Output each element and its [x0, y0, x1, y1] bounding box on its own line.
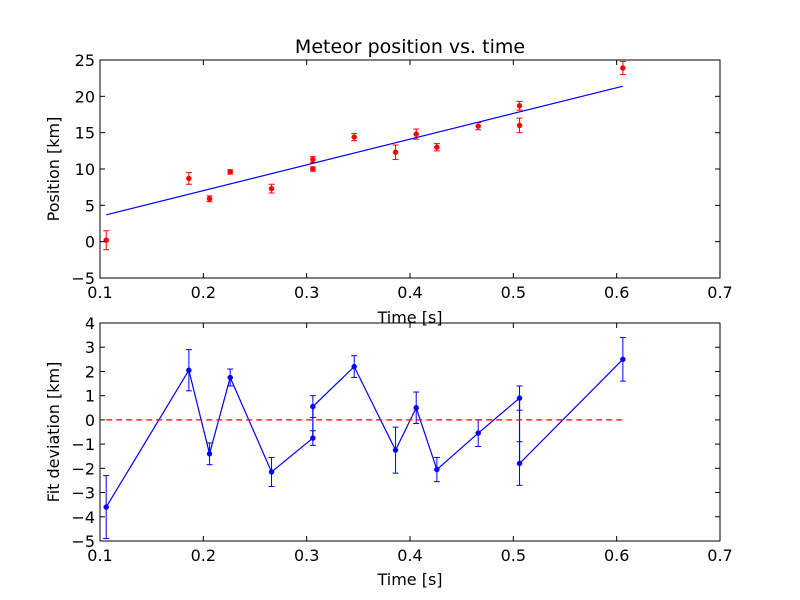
data-point	[268, 185, 275, 192]
data-point	[413, 405, 419, 411]
deviation-y-tick-label: 3	[85, 338, 95, 357]
data-point	[310, 156, 316, 163]
deviation-y-tick-label: −2	[71, 459, 95, 478]
deviation-axes-ticks: 0.1 0.2 0.3 0.4 0.5 0.6 0.7 −5 −4 −3 −2 −1 0 1 2 3 4	[71, 314, 732, 565]
chart-title: Meteor position vs. time	[295, 36, 525, 58]
position-x-tick-label: 0.7	[707, 283, 732, 302]
data-point	[475, 123, 481, 129]
data-point	[516, 460, 523, 467]
position-x-tick-label: 0.6	[604, 283, 629, 302]
position-y-tick-label: −5	[71, 269, 95, 288]
data-point	[227, 169, 233, 175]
data-point	[310, 403, 316, 410]
data-point	[475, 430, 481, 436]
data-point	[351, 363, 357, 370]
deviation-subplot: 0.1 0.2 0.3 0.4 0.5 0.6 0.7 −5 −4 −3 −2 −1 0 1 2 3 4 Tim…	[44, 314, 733, 589]
position-x-tick-label: 0.4	[397, 283, 422, 302]
deviation-x-tick-label: 0.2	[191, 546, 216, 565]
deviation-plot-area	[103, 337, 626, 540]
position-plot-area	[103, 60, 626, 251]
deviation-y-tick-label: 4	[85, 314, 95, 333]
deviation-y-tick-label: 2	[85, 362, 95, 381]
position-y-tick-label: 15	[75, 124, 95, 143]
position-x-tick-label: 0.3	[294, 283, 319, 302]
deviation-x-tick-label: 0.5	[501, 546, 526, 565]
position-axes-ticks: 0.1 0.2 0.3 0.4 0.5 0.6 0.7 −5 0 5 10 15 20 25	[71, 51, 732, 302]
position-y-tick-label: 0	[85, 233, 95, 252]
deviation-y-tick-label: −3	[71, 484, 95, 503]
position-x-tick-label: 0.5	[501, 283, 526, 302]
data-point	[206, 196, 213, 202]
data-point	[392, 149, 399, 156]
data-point	[516, 395, 523, 401]
deviation-axes-frame	[99, 322, 721, 542]
data-point	[186, 175, 192, 182]
data-point	[103, 504, 109, 510]
data-point	[227, 374, 233, 381]
data-point	[310, 166, 316, 172]
data-point	[434, 466, 440, 473]
data-point	[206, 451, 213, 457]
data-point	[310, 435, 316, 441]
data-point	[620, 356, 626, 363]
position-y-tick-label: 25	[75, 51, 95, 70]
deviation-x-tick-label: 0.6	[604, 546, 629, 565]
fit-line	[106, 85, 624, 216]
deviation-line	[105, 358, 624, 508]
data-point	[434, 144, 440, 150]
data-point	[186, 367, 192, 373]
position-y-axis-label: Position [km]	[44, 117, 63, 222]
position-axes-frame	[99, 59, 721, 279]
position-x-axis-label: Time [s]	[376, 308, 442, 327]
data-point	[516, 103, 523, 109]
deviation-y-tick-label: −1	[71, 435, 95, 454]
deviation-y-tick-label: −4	[71, 508, 95, 527]
deviation-x-axis-label: Time [s]	[376, 570, 442, 589]
position-y-tick-label: 20	[75, 87, 95, 106]
position-x-tick-label: 0.1	[87, 283, 112, 302]
data-point	[268, 469, 275, 475]
position-y-tick-label: 10	[75, 160, 95, 179]
data-point	[516, 122, 523, 129]
deviation-y-tick-label: 0	[85, 411, 95, 430]
position-x-tick-label: 0.2	[191, 283, 216, 302]
data-point	[392, 447, 399, 453]
data-point	[413, 131, 419, 137]
deviation-x-tick-label: 0.4	[397, 546, 422, 565]
deviation-y-axis-label: Fit deviation [km]	[44, 362, 63, 503]
deviation-x-tick-label: 0.7	[707, 546, 732, 565]
data-point	[620, 65, 626, 71]
deviation-y-tick-label: −5	[71, 532, 95, 551]
position-y-tick-label: 5	[85, 196, 95, 215]
position-subplot: Meteor position vs. time 0.1 0.2 0.3 0.4 0.5…	[44, 36, 733, 327]
deviation-y-tick-label: 1	[85, 387, 95, 406]
deviation-x-tick-label: 0.1	[87, 546, 112, 565]
data-point	[351, 134, 357, 140]
deviation-x-tick-label: 0.3	[294, 546, 319, 565]
